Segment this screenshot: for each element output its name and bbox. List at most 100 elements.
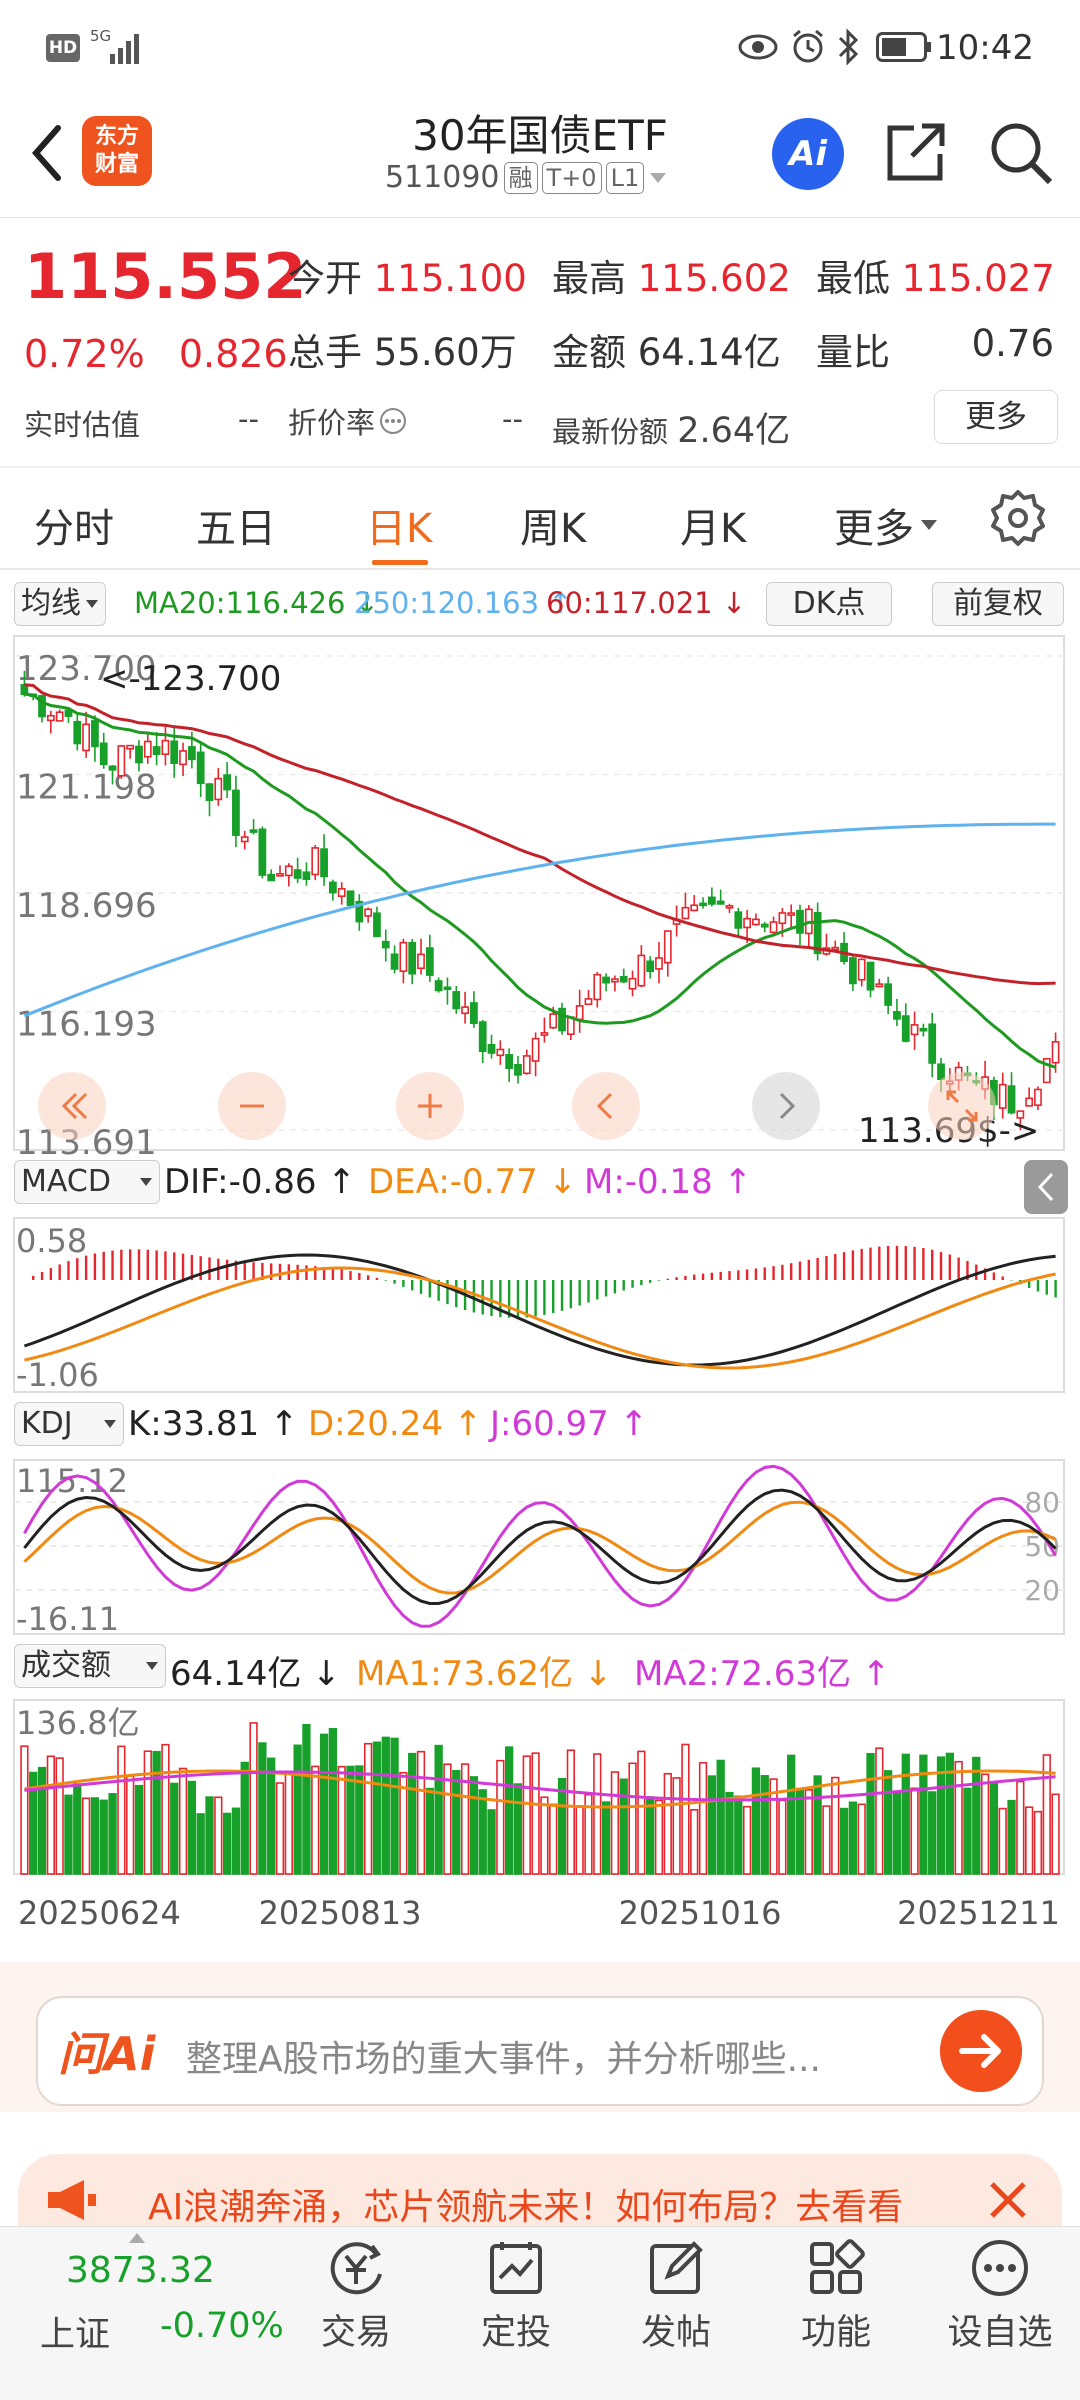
down-candle <box>884 983 893 1006</box>
app-logo: 东方 财富 <box>82 116 152 186</box>
down-candle <box>249 829 258 833</box>
volume-bar <box>522 1755 531 1875</box>
index-name[interactable]: 上证 <box>40 2315 111 2355</box>
ai-logo: 问Ai <box>58 2027 156 2081</box>
security-code-row[interactable]: 511090 融 T+0 L1 <box>385 160 668 195</box>
discount-field[interactable]: 折价率 <box>288 400 407 442</box>
up-candle <box>240 836 249 843</box>
kdj-d: D:20.24 ↑ <box>308 1404 483 1444</box>
tab-daily-k[interactable]: 日K <box>366 506 433 552</box>
dk-points-button[interactable]: DK点 <box>766 582 892 626</box>
up-candle <box>417 953 425 970</box>
more-quote-button[interactable]: 更多 <box>934 390 1058 444</box>
volume-bar <box>487 1809 496 1875</box>
tab-five-day[interactable]: 五日 <box>196 506 276 552</box>
ai-input-placeholder[interactable]: 整理A股市场的重大事件，并分析哪些... <box>186 2039 821 2080</box>
volume-ma1-line <box>24 1769 1056 1809</box>
macd-y-tick: 0.58 <box>16 1222 87 1260</box>
side-panel-toggle[interactable] <box>1024 1160 1068 1214</box>
volume-bar <box>231 1807 241 1875</box>
down-candle <box>848 957 857 985</box>
down-candle <box>355 900 364 923</box>
tab-intraday[interactable]: 分时 <box>34 506 114 552</box>
up-candle <box>540 1032 549 1036</box>
kdj-j-line <box>23 1464 1057 1628</box>
volume-bar <box>901 1753 910 1875</box>
macd-selector[interactable]: MACD <box>14 1160 160 1204</box>
down-candle <box>602 976 610 984</box>
up-candle <box>857 958 866 981</box>
tab-weekly-k[interactable]: 周K <box>520 506 587 552</box>
fullscreen-button[interactable] <box>928 1072 996 1140</box>
volume-bar <box>81 1797 91 1875</box>
amount-value: 64.14亿 <box>637 331 781 374</box>
ai-assistant-button[interactable]: Ai <box>772 118 844 190</box>
up-candle <box>655 957 663 970</box>
volume-bar <box>187 1780 197 1875</box>
next-button[interactable] <box>752 1072 820 1140</box>
nav-functions[interactable]: 功能 <box>776 2236 896 2355</box>
down-candle <box>470 1002 478 1025</box>
volume-bar <box>469 1776 479 1875</box>
close-icon[interactable] <box>984 2176 1032 2224</box>
nav-trade[interactable]: 交易 <box>296 2236 416 2355</box>
promo-banner-text[interactable]: AI浪潮奔涌，芯片领航未来！如何布局？去看看 <box>148 2187 904 2228</box>
kline-chart-area[interactable]: 123.700121.198118.696116.193113.691<-123… <box>0 0 1080 1962</box>
nav-invest-plan[interactable]: 定投 <box>456 2236 576 2355</box>
volume-selector[interactable]: 成交额 <box>14 1644 166 1688</box>
gear-icon[interactable] <box>988 488 1048 548</box>
hd-icon: HD <box>46 34 80 62</box>
down-candle <box>443 986 452 991</box>
volume-bar <box>698 1762 708 1875</box>
nav-watchlist[interactable]: 设自选 <box>940 2236 1060 2355</box>
up-candle <box>496 1048 505 1057</box>
volume-bar <box>601 1801 611 1875</box>
kdj-selector[interactable]: KDJ <box>14 1402 124 1446</box>
up-candle <box>161 739 170 756</box>
y-tick-label: 123.700 <box>16 649 157 689</box>
up-candle <box>875 983 884 988</box>
prev-button[interactable] <box>572 1072 640 1140</box>
ma60-line <box>24 683 1056 986</box>
share-icon[interactable] <box>884 120 948 184</box>
up-candle <box>1042 1057 1051 1084</box>
down-candle <box>328 881 337 894</box>
up-candle <box>461 1006 469 1015</box>
back-button[interactable] <box>22 118 72 188</box>
volume-bar <box>928 1791 937 1875</box>
volume-bar <box>787 1754 796 1875</box>
zoom-in-icon <box>418 1094 442 1118</box>
send-arrow-icon[interactable] <box>940 2010 1022 2092</box>
volume-bar <box>408 1752 417 1875</box>
index-change[interactable]: -0.70% <box>160 2306 284 2346</box>
down-candle <box>813 911 822 955</box>
tab-more[interactable]: 更多 <box>834 496 938 554</box>
amount-field: 金额 64.14亿 <box>552 322 781 376</box>
volume-bar <box>566 1749 575 1875</box>
nav-post[interactable]: 发帖 <box>616 2236 736 2355</box>
search-icon[interactable] <box>988 120 1054 186</box>
volume-bar <box>452 1769 461 1875</box>
volume-bar <box>980 1773 990 1875</box>
ma-selector[interactable]: 均线 <box>14 582 106 626</box>
volume-bar <box>936 1756 946 1875</box>
down-candle <box>73 720 82 745</box>
volume-bar <box>240 1761 249 1875</box>
adjust-mode-button[interactable]: 前复权 <box>932 582 1064 626</box>
high-annotation: <-123.700 <box>100 659 281 699</box>
down-candle <box>381 940 390 949</box>
megaphone-icon <box>48 2180 96 2220</box>
tab-monthly-k[interactable]: 月K <box>680 506 747 552</box>
ai-question-input[interactable] <box>36 1996 1044 2106</box>
index-value[interactable]: 3873.32 <box>66 2250 215 2291</box>
volume-bar <box>55 1757 64 1875</box>
up-candle <box>663 930 672 964</box>
volume-bar <box>690 1809 699 1875</box>
volume-bar <box>1042 1754 1051 1875</box>
volume-bar <box>1016 1780 1025 1875</box>
volume-bar <box>496 1759 505 1875</box>
up-candle <box>214 777 223 801</box>
up-candle <box>910 1024 919 1036</box>
volume-bar <box>540 1796 549 1875</box>
up-candle <box>126 744 135 750</box>
